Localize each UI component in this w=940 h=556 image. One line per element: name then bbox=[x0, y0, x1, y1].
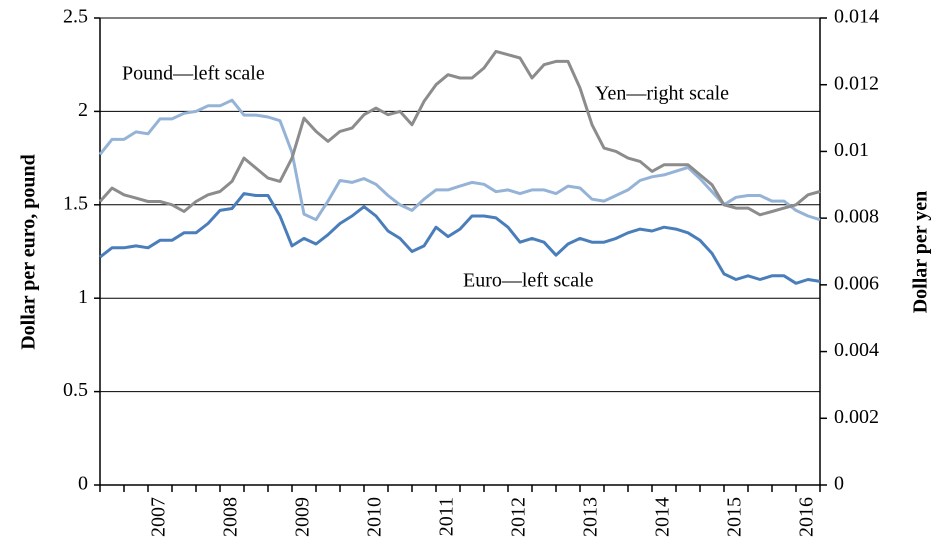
y2-tick-label: 0.01 bbox=[834, 139, 869, 161]
y2-tick-label: 0.004 bbox=[834, 339, 879, 361]
x-tick-label: 2007 bbox=[148, 497, 170, 537]
x-tick-label: 2008 bbox=[220, 497, 242, 537]
y2-tick-label: 0.002 bbox=[834, 406, 879, 428]
series-line bbox=[98, 98, 821, 222]
y-tick-label: 0.5 bbox=[63, 379, 88, 401]
x-tick-label: 2013 bbox=[580, 497, 602, 537]
x-tick-label: 2014 bbox=[652, 497, 674, 537]
series-line bbox=[98, 49, 821, 217]
y2-tick-label: 0 bbox=[834, 473, 844, 495]
y2-tick-label: 0.012 bbox=[834, 72, 879, 94]
annotation: Pound—left scale bbox=[122, 63, 265, 85]
x-tick-label: 2010 bbox=[364, 497, 386, 537]
y-axis-title: Dollar per euro, pound bbox=[18, 154, 40, 350]
y2-tick-label: 0.006 bbox=[834, 272, 879, 294]
series-line bbox=[99, 192, 821, 285]
y-tick-label: 2.5 bbox=[63, 6, 88, 28]
y-tick-label: 2 bbox=[78, 99, 88, 121]
y-tick-label: 1.5 bbox=[63, 192, 88, 214]
annotation: Yen—right scale bbox=[595, 83, 729, 105]
x-tick-label: 2009 bbox=[292, 497, 314, 537]
annotation: Euro—left scale bbox=[463, 270, 594, 292]
x-tick-label: 2012 bbox=[508, 497, 530, 537]
x-tick-label: 2011 bbox=[436, 497, 458, 536]
y2-tick-label: 0.008 bbox=[834, 206, 879, 228]
y-tick-label: 0 bbox=[78, 473, 88, 495]
y2-axis-title: Dollar per yen bbox=[910, 191, 932, 314]
x-tick-label: 2016 bbox=[796, 497, 818, 537]
x-tick-label: 2015 bbox=[724, 497, 746, 537]
y2-tick-label: 0.014 bbox=[834, 6, 879, 28]
y-tick-label: 1 bbox=[78, 286, 88, 308]
